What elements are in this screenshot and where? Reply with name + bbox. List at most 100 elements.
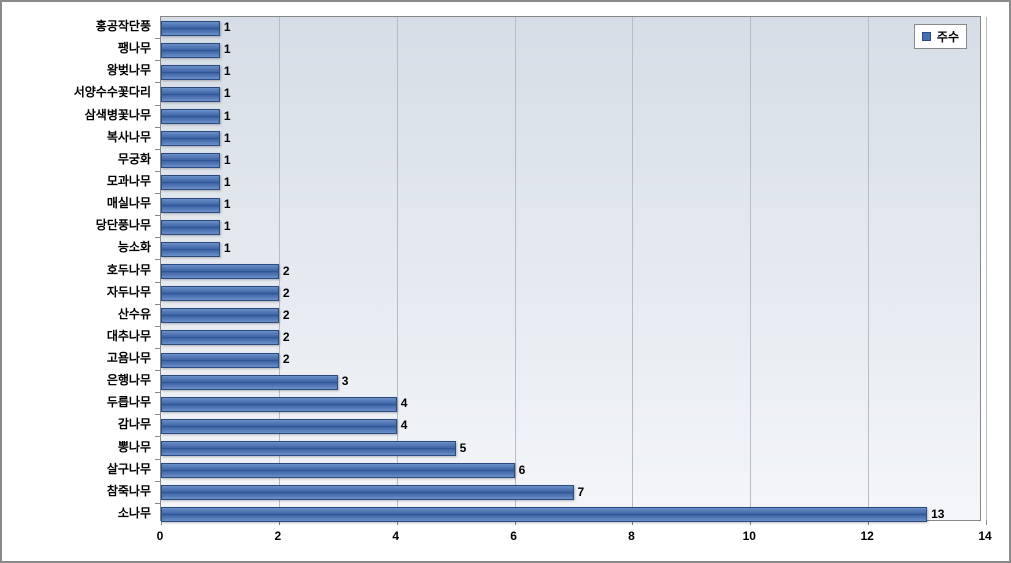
y-tick-label: 호두나무 xyxy=(11,264,151,276)
y-tick-label: 대추나무 xyxy=(11,330,151,342)
y-tick-label: 자두나무 xyxy=(11,286,151,298)
bar-row xyxy=(161,441,456,456)
y-tick-label: 고욤나무 xyxy=(11,352,151,364)
y-tick-mark xyxy=(155,414,160,415)
bar xyxy=(161,286,279,301)
bar-value-label: 1 xyxy=(224,109,231,123)
bar-value-label: 2 xyxy=(283,308,290,322)
gridline xyxy=(632,17,633,520)
y-tick-label: 능소화 xyxy=(11,241,151,253)
gridline xyxy=(515,17,516,520)
bar-row xyxy=(161,220,220,235)
bar-value-label: 5 xyxy=(460,441,467,455)
y-tick-label: 산수유 xyxy=(11,308,151,320)
bar-row xyxy=(161,397,397,412)
bar-row xyxy=(161,375,338,390)
legend-swatch xyxy=(922,32,931,41)
y-tick-label: 무궁화 xyxy=(11,153,151,165)
y-tick-label: 당단풍나무 xyxy=(11,219,151,231)
y-tick-label: 팽나무 xyxy=(11,42,151,54)
y-tick-mark xyxy=(155,105,160,106)
bar-row xyxy=(161,131,220,146)
bar-row xyxy=(161,43,220,58)
y-tick-mark xyxy=(155,436,160,437)
bar-row xyxy=(161,330,279,345)
y-tick-label: 모과나무 xyxy=(11,175,151,187)
y-tick-label: 서양수수꽃다리 xyxy=(11,86,151,98)
bar xyxy=(161,485,574,500)
bar xyxy=(161,175,220,190)
bar-row xyxy=(161,153,220,168)
y-tick-mark xyxy=(155,237,160,238)
bar-value-label: 1 xyxy=(224,131,231,145)
bar-value-label: 1 xyxy=(224,197,231,211)
bar-value-label: 1 xyxy=(224,20,231,34)
bar-row xyxy=(161,242,220,257)
bar-value-label: 13 xyxy=(931,507,944,521)
gridline xyxy=(750,17,751,520)
y-tick-mark xyxy=(155,215,160,216)
bar-value-label: 1 xyxy=(224,219,231,233)
y-tick-label: 소나무 xyxy=(11,507,151,519)
y-tick-mark xyxy=(155,481,160,482)
y-tick-mark xyxy=(155,259,160,260)
bar-value-label: 2 xyxy=(283,264,290,278)
y-tick-mark xyxy=(155,127,160,128)
bar xyxy=(161,397,397,412)
bar-row xyxy=(161,21,220,36)
bar-value-label: 1 xyxy=(224,86,231,100)
bar xyxy=(161,220,220,235)
bar xyxy=(161,308,279,323)
bar-row xyxy=(161,463,515,478)
x-tick-mark xyxy=(986,520,987,525)
x-tick-label: 12 xyxy=(860,529,873,543)
legend: 주수 xyxy=(914,24,967,49)
bar xyxy=(161,463,515,478)
x-tick-label: 10 xyxy=(743,529,756,543)
bar-row xyxy=(161,308,279,323)
bar-chart: 111111111112222234456713 주수 02468101214홍… xyxy=(0,0,1011,563)
y-tick-mark xyxy=(155,82,160,83)
bar-row xyxy=(161,198,220,213)
bar-row xyxy=(161,507,927,522)
bar-row xyxy=(161,175,220,190)
bar xyxy=(161,441,456,456)
bar-row xyxy=(161,87,220,102)
y-tick-mark xyxy=(155,370,160,371)
x-tick-label: 4 xyxy=(392,529,399,543)
y-tick-mark xyxy=(155,60,160,61)
y-tick-mark xyxy=(155,326,160,327)
bar xyxy=(161,375,338,390)
bar-value-label: 1 xyxy=(224,42,231,56)
bar xyxy=(161,353,279,368)
y-tick-mark xyxy=(155,348,160,349)
gridline xyxy=(868,17,869,520)
bar-row xyxy=(161,109,220,124)
y-tick-label: 왕벚나무 xyxy=(11,64,151,76)
y-tick-mark xyxy=(155,392,160,393)
bar-row xyxy=(161,353,279,368)
x-tick-label: 8 xyxy=(628,529,635,543)
bar-value-label: 2 xyxy=(283,286,290,300)
bar xyxy=(161,419,397,434)
bar-value-label: 6 xyxy=(519,463,526,477)
bar xyxy=(161,330,279,345)
y-tick-label: 감나무 xyxy=(11,418,151,430)
bar xyxy=(161,264,279,279)
y-tick-label: 뽕나무 xyxy=(11,441,151,453)
x-tick-label: 0 xyxy=(157,529,164,543)
bar-value-label: 2 xyxy=(283,352,290,366)
x-tick-label: 2 xyxy=(275,529,282,543)
bar-row xyxy=(161,65,220,80)
gridline xyxy=(986,17,987,520)
y-tick-label: 복사나무 xyxy=(11,131,151,143)
bar-row xyxy=(161,485,574,500)
legend-label: 주수 xyxy=(937,28,959,45)
bar xyxy=(161,87,220,102)
y-tick-mark xyxy=(155,38,160,39)
bar-value-label: 1 xyxy=(224,175,231,189)
bar-value-label: 4 xyxy=(401,418,408,432)
bar-value-label: 1 xyxy=(224,153,231,167)
bar xyxy=(161,153,220,168)
y-tick-mark xyxy=(155,459,160,460)
